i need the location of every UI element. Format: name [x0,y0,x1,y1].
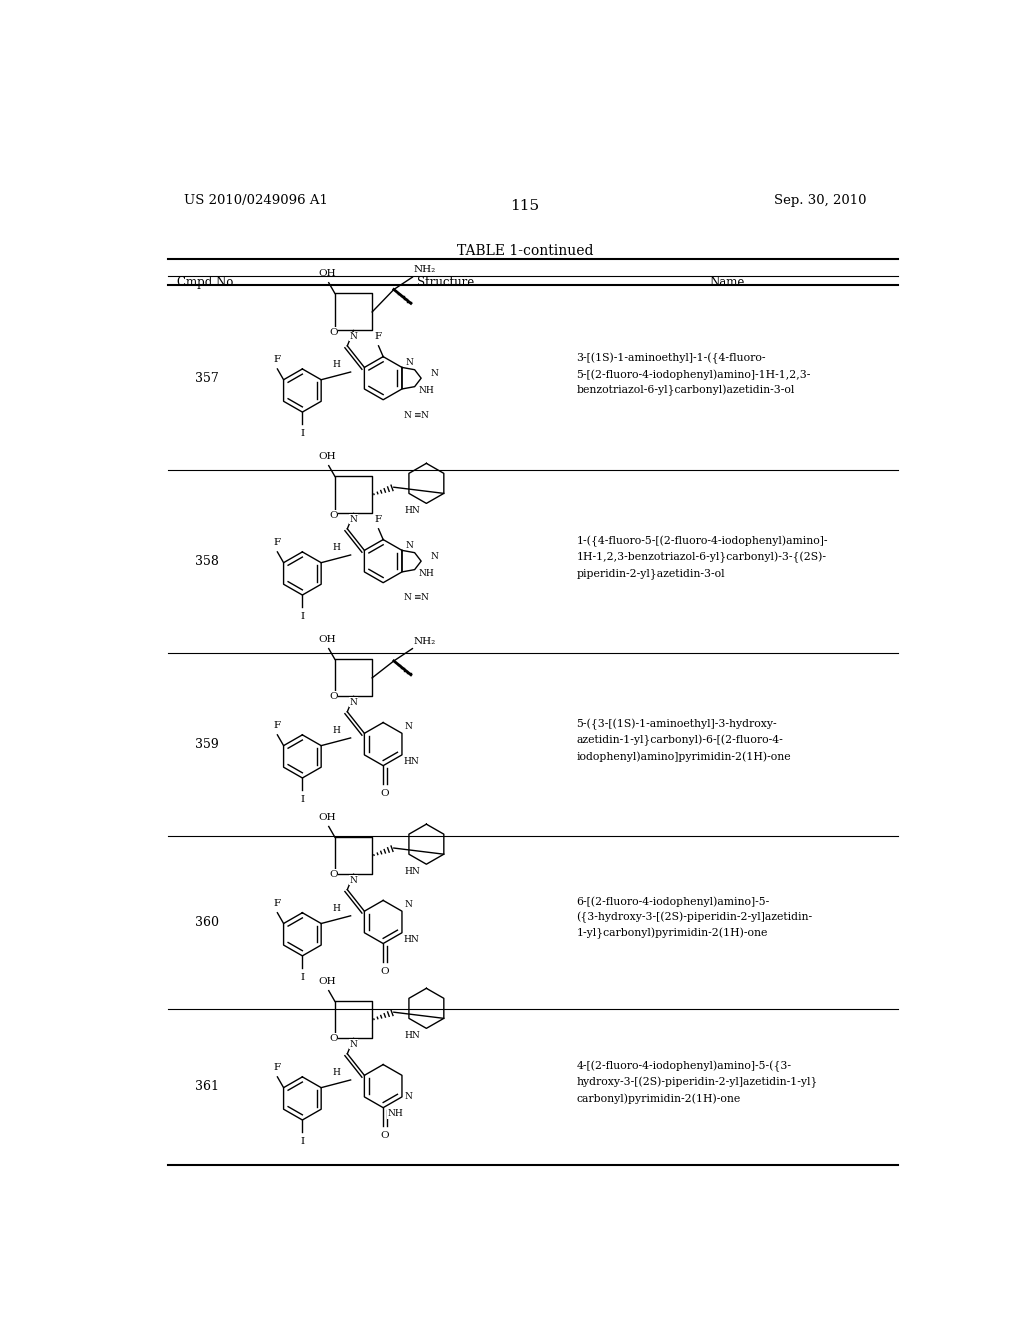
Text: O: O [380,1131,389,1139]
Text: I: I [300,1137,304,1146]
Text: NH: NH [419,387,434,396]
Text: I: I [300,612,304,620]
Text: NH: NH [388,1109,403,1118]
Text: N: N [406,358,414,367]
Text: H: H [333,904,341,912]
Text: N: N [349,1040,357,1049]
Text: HN: HN [403,935,419,944]
Text: F: F [273,355,281,364]
Text: F: F [273,539,281,548]
Text: O: O [380,966,389,975]
Text: ≡: ≡ [413,411,420,420]
Text: US 2010/0249096 A1: US 2010/0249096 A1 [183,194,328,207]
Text: N: N [349,875,357,884]
Text: OH: OH [318,635,336,644]
Text: N: N [403,594,411,602]
Text: F: F [273,721,281,730]
Text: HN: HN [404,1031,420,1040]
Text: Structure: Structure [417,276,474,289]
Text: I: I [300,973,304,982]
Text: OH: OH [318,813,336,822]
Text: F: F [374,515,381,524]
Text: 358: 358 [196,556,219,569]
Text: N: N [404,722,413,731]
Text: N: N [349,515,357,524]
Text: HN: HN [403,758,419,766]
Text: HN: HN [404,867,420,876]
Text: N: N [349,698,357,708]
Text: 359: 359 [196,738,219,751]
Text: ≡: ≡ [413,594,420,602]
Text: 360: 360 [196,916,219,929]
Text: OH: OH [318,451,336,461]
Text: N: N [420,411,428,420]
Text: NH₂: NH₂ [414,265,436,275]
Text: N: N [420,594,428,602]
Text: OH: OH [318,269,336,279]
Text: O: O [329,511,338,520]
Text: H: H [333,543,341,552]
Text: 357: 357 [196,372,219,385]
Text: TABLE 1-continued: TABLE 1-continued [457,244,593,257]
Text: NH₂: NH₂ [414,636,436,645]
Text: 3-[(1S)-1-aminoethyl]-1-({4-fluoro-
5-[(2-fluoro-4-iodophenyl)amino]-1H-1,2,3-
b: 3-[(1S)-1-aminoethyl]-1-({4-fluoro- 5-[(… [577,352,811,396]
Text: HN: HN [404,507,420,516]
Text: O: O [380,789,389,797]
Text: N: N [430,552,438,561]
Text: Sep. 30, 2010: Sep. 30, 2010 [773,194,866,207]
Text: O: O [329,692,338,701]
Text: H: H [333,1068,341,1077]
Text: H: H [333,360,341,370]
Text: N: N [349,333,357,341]
Text: 6-[(2-fluoro-4-iodophenyl)amino]-5-
({3-hydroxy-3-[(2S)-piperidin-2-yl]azetidin-: 6-[(2-fluoro-4-iodophenyl)amino]-5- ({3-… [577,896,812,940]
Text: Name: Name [710,276,744,289]
Text: I: I [300,795,304,804]
Text: 361: 361 [196,1080,219,1093]
Text: 115: 115 [510,199,540,213]
Text: Cmpd No.: Cmpd No. [177,276,238,289]
Text: F: F [273,899,281,908]
Text: F: F [374,333,381,342]
Text: 5-({3-[(1S)-1-aminoethyl]-3-hydroxy-
azetidin-1-yl}carbonyl)-6-[(2-fluoro-4-
iod: 5-({3-[(1S)-1-aminoethyl]-3-hydroxy- aze… [577,719,791,762]
Text: I: I [300,429,304,438]
Text: NH: NH [419,569,434,578]
Text: O: O [329,870,338,879]
Text: N: N [406,541,414,550]
Text: 1-({4-fluoro-5-[(2-fluoro-4-iodophenyl)amino]-
1H-1,2,3-benzotriazol-6-yl}carbon: 1-({4-fluoro-5-[(2-fluoro-4-iodophenyl)a… [577,536,827,578]
Text: 4-[(2-fluoro-4-iodophenyl)amino]-5-({3-
hydroxy-3-[(2S)-piperidin-2-yl]azetidin-: 4-[(2-fluoro-4-iodophenyl)amino]-5-({3- … [577,1061,818,1104]
Text: O: O [329,327,338,337]
Text: N: N [404,1093,413,1101]
Text: H: H [333,726,341,735]
Text: OH: OH [318,977,336,986]
Text: F: F [273,1063,281,1072]
Text: N: N [430,370,438,378]
Text: N: N [403,411,411,420]
Text: N: N [404,900,413,909]
Text: O: O [329,1034,338,1043]
